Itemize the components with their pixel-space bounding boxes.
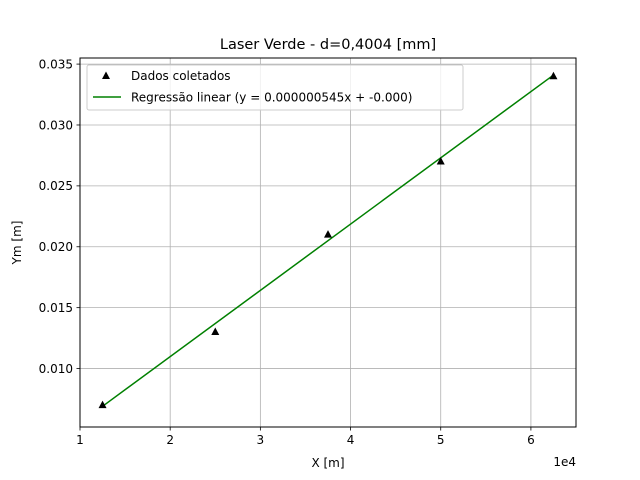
plot-series — [98, 71, 558, 409]
x-axis-ticks: 1 2 3 4 5 6 — [76, 427, 535, 447]
data-point-triangle — [549, 71, 558, 80]
legend-marker-triangle-icon — [102, 71, 110, 79]
grid — [79, 58, 576, 427]
x-tick-label: 2 — [166, 433, 174, 447]
x-axis-label: X [m] — [311, 456, 344, 470]
legend-entry-regression: Regressão linear (y = 0.000000545x + -0.… — [131, 91, 412, 105]
y-tick-label: 0.025 — [39, 179, 73, 193]
axes-frame — [79, 57, 577, 428]
x-tick-label: 6 — [527, 433, 535, 447]
x-axis-offset-label: 1e4 — [553, 455, 576, 469]
regression-line — [102, 74, 554, 407]
legend-entry-data: Dados coletados — [131, 69, 231, 83]
x-tick-label: 5 — [437, 433, 445, 447]
x-tick-label: 3 — [257, 433, 265, 447]
data-point-triangle — [98, 400, 107, 409]
y-tick-label: 0.020 — [39, 240, 73, 254]
y-tick-label: 0.030 — [39, 118, 73, 132]
legend: Dados coletados Regressão linear (y = 0.… — [86, 64, 464, 111]
data-point-triangle — [436, 157, 445, 165]
chart-title: Laser Verde - d=0,4004 [mm] — [220, 37, 436, 53]
y-tick-label: 0.015 — [39, 301, 73, 315]
x-tick-label: 4 — [347, 433, 355, 447]
y-tick-label: 0.035 — [39, 57, 73, 71]
y-axis-ticks: 0.010 0.015 0.020 0.025 0.030 0.035 — [39, 57, 80, 376]
x-tick-label: 1 — [76, 433, 84, 447]
legend-box — [86, 64, 464, 111]
y-tick-label: 0.010 — [39, 362, 73, 376]
data-point-triangle — [211, 327, 220, 336]
data-point-triangle — [324, 230, 332, 238]
y-axis-label: Ym [m] — [10, 221, 24, 266]
